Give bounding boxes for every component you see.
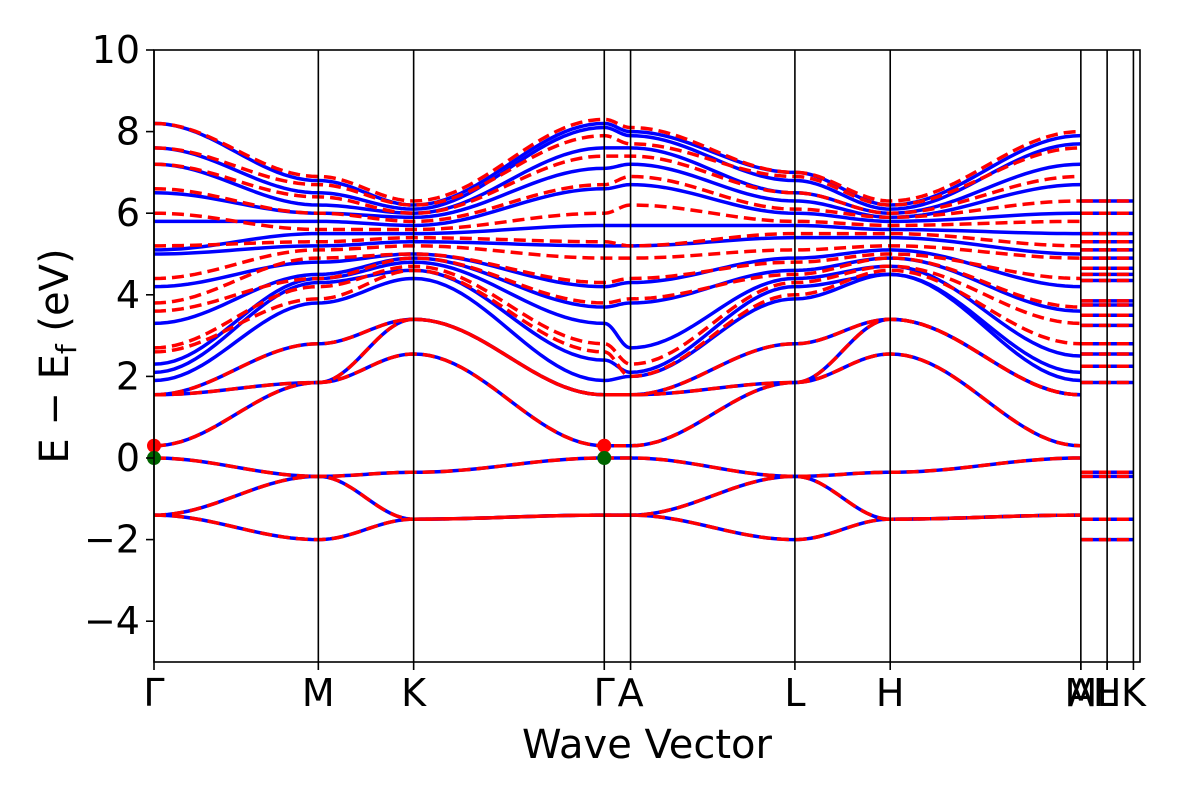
- band-line-solid-17: [154, 121, 1081, 207]
- band-line-dashed-4: [154, 317, 1081, 397]
- band-line-dashed-15: [154, 133, 1081, 207]
- y-tick-label-0: −4: [84, 599, 140, 643]
- y-axis-label: E − Ef (eV): [32, 248, 83, 463]
- x-tick-label-1: M: [302, 671, 335, 715]
- band-line-solid-16: [154, 125, 1081, 211]
- band-line-dashed-9: [154, 252, 1081, 305]
- kpath-vertical-lines: [153, 50, 1135, 662]
- y-tick-label-1: −2: [84, 518, 140, 562]
- y-axis-label-main: E − E: [32, 354, 78, 464]
- band-line-dashed-10: [154, 244, 1081, 281]
- x-tick-label-11: K: [1121, 671, 1147, 715]
- band-line-dashed-1: [154, 474, 1081, 521]
- band-line-dashed-16: [154, 117, 1081, 203]
- x-tick-label-3: Γ: [594, 671, 615, 715]
- band-line-dashed-5: [154, 317, 1081, 397]
- x-tick-label-4: A: [618, 671, 644, 715]
- band-line-dashed-0: [154, 456, 1081, 479]
- markers-layer: [147, 438, 612, 465]
- extremum-marker-3: [597, 451, 612, 465]
- band-line-solid-11: [154, 235, 1081, 256]
- y-tick-label-2: 0: [116, 436, 140, 480]
- band-line-solid-10: [154, 248, 1081, 289]
- y-tick-label-3: 2: [116, 354, 140, 398]
- x-tick-label-8: M: [1064, 671, 1097, 715]
- y-axis-label-subscript: f: [50, 343, 83, 354]
- x-tick-label-10: H: [1093, 671, 1122, 715]
- y-axis-ticks: −4 −2 0 2 4 6 8 10: [84, 28, 154, 643]
- y-tick-label-7: 10: [92, 28, 140, 72]
- band-line-dashed-13: [154, 174, 1081, 224]
- band-line-solid-1: [154, 474, 1081, 521]
- x-tick-label-2: K: [401, 671, 427, 715]
- y-tick-label-4: 4: [116, 273, 140, 317]
- band-line-solid-0: [154, 456, 1081, 479]
- x-tick-label-9: L: [1097, 671, 1118, 715]
- band-line-dashed-12: [154, 203, 1081, 232]
- x-tick-label-5: L: [784, 671, 805, 715]
- band-line-solid-12: [154, 223, 1081, 252]
- extremum-marker-2: [597, 438, 612, 453]
- x-tick-label-7: A: [1068, 671, 1094, 715]
- x-tick-label-0: Γ: [143, 671, 164, 715]
- band-line-solid-13: [154, 182, 1081, 228]
- y-tick-label-5: 6: [116, 191, 140, 235]
- band-line-dashed-14: [154, 154, 1081, 215]
- plot-frame: [153, 49, 1141, 663]
- band-line-dashed-8: [154, 256, 1081, 313]
- x-axis-ticks: Γ M K Γ A L H AM LH K: [143, 662, 1147, 715]
- band-line-dashed-2: [154, 513, 1081, 542]
- x-tick-label-6: H: [876, 671, 905, 715]
- band-line-dashed-3: [154, 352, 1081, 448]
- y-axis-label-unit: (eV): [32, 248, 78, 344]
- x-axis-label: Wave Vector: [522, 722, 773, 768]
- band-line-solid-9: [154, 256, 1081, 326]
- band-line-dashed-6: [154, 268, 1081, 379]
- y-tick-label-6: 8: [116, 110, 140, 154]
- band-line-dashed-11: [154, 231, 1081, 248]
- bands-layer: [154, 117, 1134, 542]
